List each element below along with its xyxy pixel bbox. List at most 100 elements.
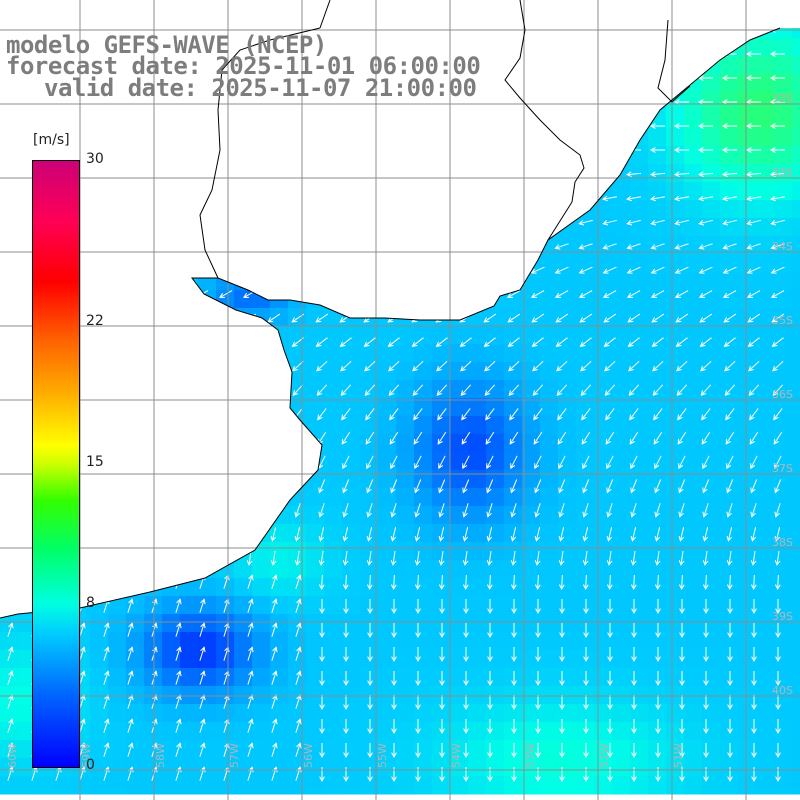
wind-arrow bbox=[122, 266, 137, 274]
wind-cell bbox=[450, 164, 469, 183]
wind-cell bbox=[324, 506, 343, 525]
wind-arrow bbox=[173, 408, 183, 421]
wind-arrow bbox=[703, 743, 709, 759]
wind-cell bbox=[90, 290, 109, 309]
wind-arrow bbox=[774, 551, 781, 566]
wind-cell bbox=[432, 272, 451, 291]
wind-arrow bbox=[244, 384, 256, 396]
wind-cell bbox=[252, 362, 271, 381]
wind-arrow bbox=[583, 719, 589, 735]
wind-cell bbox=[720, 686, 739, 705]
wind-arrow bbox=[626, 195, 641, 202]
wind-cell bbox=[702, 182, 721, 201]
wind-cell bbox=[288, 434, 307, 453]
wind-cell bbox=[666, 218, 685, 237]
wind-cell bbox=[738, 272, 757, 291]
wind-arrow bbox=[559, 599, 565, 615]
wind-arrow bbox=[367, 695, 373, 711]
wind-arrow bbox=[481, 171, 498, 178]
wind-arrow bbox=[414, 455, 422, 470]
wind-arrow bbox=[485, 408, 495, 421]
wind-arrow bbox=[772, 384, 784, 396]
wind-cell bbox=[90, 560, 109, 579]
wind-arrow bbox=[630, 527, 637, 542]
wind-cell bbox=[144, 704, 163, 723]
wind-cell bbox=[450, 776, 469, 795]
wind-arrow bbox=[769, 75, 785, 81]
wind-cell bbox=[288, 542, 307, 561]
wind-cell bbox=[342, 326, 361, 345]
wind-cell bbox=[702, 38, 721, 57]
wind-cell bbox=[684, 290, 703, 309]
wind-arrow bbox=[699, 313, 713, 323]
wind-cell bbox=[108, 344, 127, 363]
wind-cell bbox=[270, 290, 289, 309]
wind-cell bbox=[486, 722, 505, 741]
wind-cell bbox=[252, 290, 271, 309]
wind-cell bbox=[738, 380, 757, 399]
wind-cell bbox=[252, 164, 271, 183]
wind-arrow bbox=[703, 647, 709, 663]
wind-cell bbox=[18, 110, 37, 129]
wind-cell bbox=[126, 740, 145, 759]
wind-cell bbox=[324, 398, 343, 417]
wind-arrow bbox=[295, 742, 302, 757]
wind-cell bbox=[108, 308, 127, 327]
wind-cell bbox=[306, 416, 325, 435]
wind-cell bbox=[774, 560, 793, 579]
wind-arrow bbox=[751, 623, 757, 639]
wind-arrow bbox=[412, 360, 424, 372]
wind-arrow bbox=[98, 219, 113, 226]
wind-cell bbox=[450, 434, 469, 453]
wind-cell bbox=[126, 110, 145, 129]
wind-cell bbox=[306, 614, 325, 633]
wind-arrow bbox=[269, 408, 279, 421]
wind-arrow bbox=[172, 360, 184, 372]
wind-cell bbox=[198, 344, 217, 363]
wind-cell bbox=[270, 416, 289, 435]
wind-arrow bbox=[365, 431, 375, 445]
wind-cell bbox=[702, 650, 721, 669]
wind-cell bbox=[432, 110, 451, 129]
wind-cell bbox=[684, 182, 703, 201]
wind-cell bbox=[162, 182, 181, 201]
wind-cell bbox=[90, 650, 109, 669]
wind-cell bbox=[162, 524, 181, 543]
wind-cell bbox=[756, 470, 775, 489]
wind-cell bbox=[270, 632, 289, 651]
wind-cell bbox=[522, 326, 541, 345]
wind-arrow bbox=[199, 670, 206, 685]
wind-cell bbox=[738, 182, 757, 201]
wind-cell bbox=[612, 596, 631, 615]
colorbar-tick-label: 0 bbox=[86, 757, 95, 773]
wind-arrow bbox=[361, 171, 378, 178]
wind-cell bbox=[144, 452, 163, 471]
wind-arrow bbox=[295, 646, 302, 661]
wind-arrow bbox=[607, 599, 613, 615]
wind-arrow bbox=[487, 623, 493, 639]
wind-cell bbox=[594, 110, 613, 129]
wind-cell bbox=[72, 110, 91, 129]
wind-cell bbox=[162, 146, 181, 165]
wind-arrow bbox=[391, 743, 397, 759]
wind-cell bbox=[756, 272, 775, 291]
wind-arrow bbox=[674, 290, 689, 298]
wind-cell bbox=[612, 434, 631, 453]
wind-cell bbox=[576, 758, 595, 777]
wind-cell bbox=[756, 740, 775, 759]
wind-arrow bbox=[97, 171, 114, 178]
wind-arrow bbox=[1, 123, 17, 129]
wind-cell bbox=[648, 434, 667, 453]
wind-arrow bbox=[98, 195, 113, 202]
wind-cell bbox=[270, 722, 289, 741]
wind-cell bbox=[720, 110, 739, 129]
colorbar-tick-label: 8 bbox=[86, 595, 95, 612]
wind-cell bbox=[342, 362, 361, 381]
wind-arrow bbox=[606, 503, 613, 518]
wind-cell bbox=[756, 38, 775, 57]
wind-arrow bbox=[773, 431, 783, 445]
wind-cell bbox=[612, 776, 631, 795]
wind-cell bbox=[522, 38, 541, 57]
wind-arrow bbox=[727, 767, 733, 783]
wind-arrow bbox=[411, 337, 424, 347]
